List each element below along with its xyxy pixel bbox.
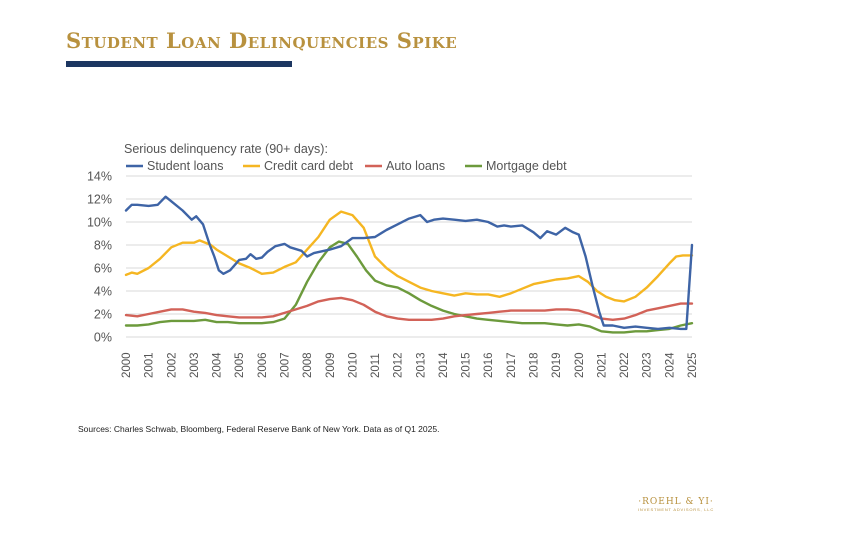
legend-label-credit-card-debt: Credit card debt [264,159,353,173]
x-tick-label: 2011 [370,353,382,378]
series-line-student-loans [124,195,694,331]
x-tick-label: 2001 [144,352,156,378]
x-tick-label: 2006 [257,352,269,378]
sources-note: Sources: Charles Schwab, Bloomberg, Fede… [78,424,440,434]
x-tick-label: 2008 [302,352,314,378]
series-line-auto-loans [124,296,694,321]
x-tick-label: 2005 [234,352,246,378]
legend-label-mortgage-debt: Mortgage debt [486,159,567,173]
title-rule [66,61,292,67]
series-line-credit-card-debt [124,210,694,303]
y-tick-label: 6% [94,262,112,276]
x-tick-label: 2020 [574,352,586,378]
x-tick-label: 2014 [438,352,450,378]
legend: Student loans Credit card debt Auto loan… [126,159,567,173]
legend-item-auto-loans: Auto loans [365,159,445,173]
chart-subtitle: Serious delinquency rate (90+ days): [124,142,328,156]
x-tick-label: 2004 [212,352,224,378]
y-tick-label: 10% [87,216,112,230]
y-tick-label: 12% [87,193,112,207]
y-tick-label: 0% [94,331,112,345]
x-tick-label: 2009 [325,352,337,378]
series-lines [124,195,694,334]
legend-label-student-loans: Student loans [147,159,223,173]
x-tick-label: 2024 [664,352,676,378]
legend-label-auto-loans: Auto loans [386,159,445,173]
y-tick-label: 4% [94,285,112,299]
y-tick-label: 14% [87,170,112,184]
x-tick-label: 2023 [642,352,654,378]
series-line-mortgage-debt [124,240,694,334]
x-tick-label: 2013 [415,352,427,378]
x-tick-label: 2002 [166,352,178,378]
x-tick-label: 2022 [619,352,631,378]
x-tick-label: 2000 [121,352,133,378]
page-title: Student Loan Delinquencies Spike [66,28,458,53]
logo-tagline: INVESTMENT ADVISORS, LLC [637,507,715,512]
x-tick-label: 2015 [461,352,473,378]
x-tick-label: 2003 [189,352,201,378]
company-logo: ·ROEHL & YI· INVESTMENT ADVISORS, LLC [620,497,732,512]
logo-name: ·ROEHL & YI· [638,497,714,507]
x-tick-label: 2019 [551,352,563,378]
x-tick-label: 2017 [506,352,518,378]
x-tick-label: 2018 [529,352,541,378]
x-tick-label: 2010 [347,352,359,378]
x-tick-label: 2025 [687,352,699,378]
y-tick-label: 8% [94,239,112,253]
x-tick-label: 2012 [393,352,405,378]
x-tick-label: 2016 [483,352,495,378]
x-tick-label: 2007 [279,352,291,378]
x-tick-label: 2021 [596,352,608,378]
legend-item-mortgage-debt: Mortgage debt [465,159,567,173]
y-tick-labels: 0% 2% 4% 6% 8% 10% 12% 14% [87,170,112,345]
x-tick-labels: 2000 2001 2002 2003 2004 2005 2006 2007 2008 2009… [121,352,699,378]
y-tick-label: 2% [94,308,112,322]
legend-item-credit-card-debt: Credit card debt [243,159,353,173]
legend-item-student-loans: Student loans [126,159,223,173]
